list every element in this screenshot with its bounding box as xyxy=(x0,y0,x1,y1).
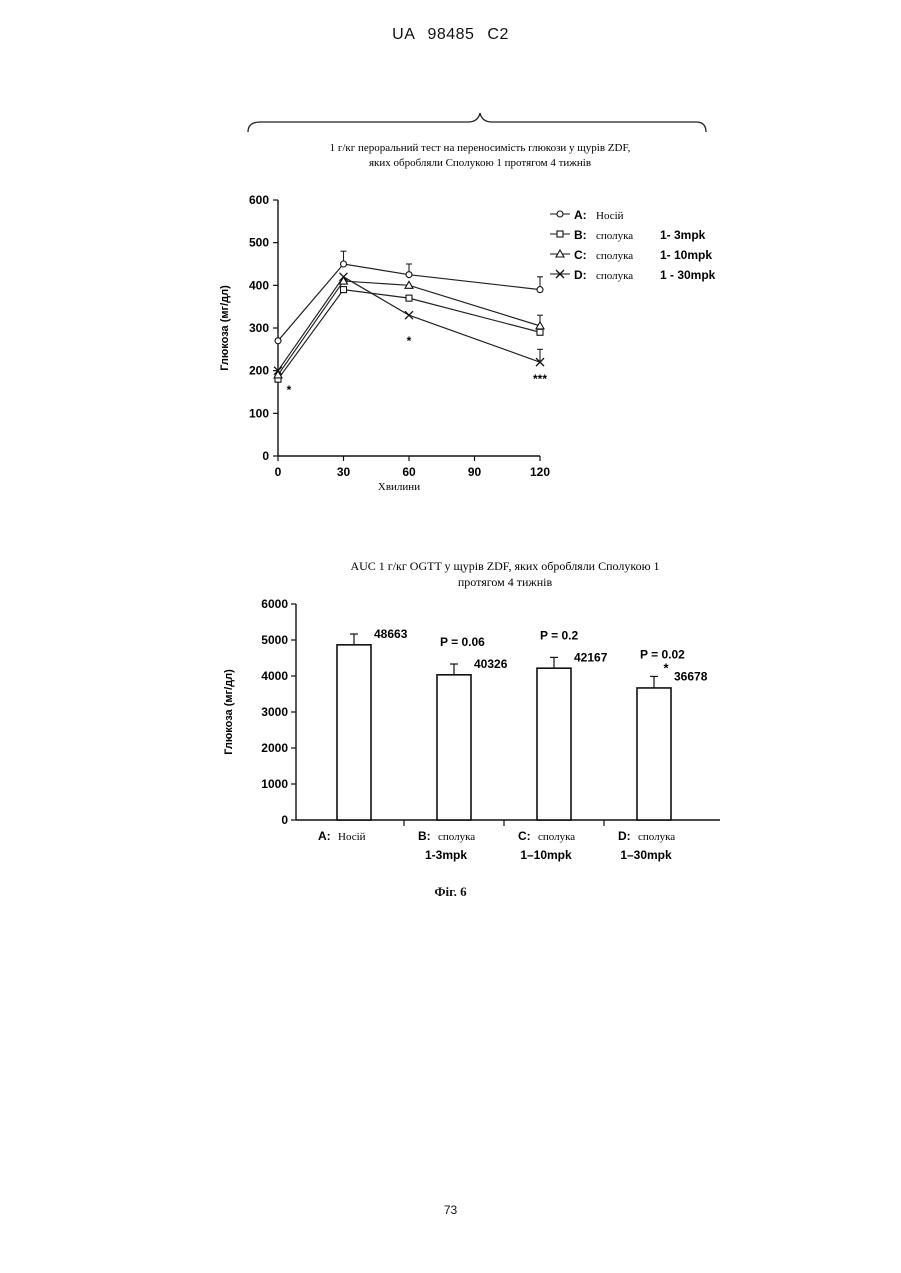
chart-title: AUC 1 г/кг OGTT у щурів ZDF, яких обробл… xyxy=(350,559,659,573)
bar-group: 36678 P = 0.02* D: сполука 1–30mpk xyxy=(618,647,708,862)
category-letter: A: xyxy=(318,829,331,843)
figure-label: Фіг. 6 xyxy=(0,884,901,900)
y-tick-label: 0 xyxy=(262,449,269,463)
legend-letter: D: xyxy=(574,268,587,282)
y-tick-label: 4000 xyxy=(261,669,288,683)
data-label: 40326 xyxy=(474,657,508,671)
p-value-label: P = 0.06 xyxy=(440,635,485,649)
legend-item: C: сполука 1- 10mpk xyxy=(550,248,712,262)
significance-mark: * xyxy=(407,334,412,348)
category-letter: C: xyxy=(518,829,531,843)
category-label: сполука xyxy=(438,831,475,843)
y-tick-label: 200 xyxy=(249,364,269,378)
data-label: 36678 xyxy=(674,669,708,683)
significance-mark: *** xyxy=(533,372,547,386)
bar xyxy=(637,688,671,820)
series-c xyxy=(274,277,544,378)
legend-dose: 1- 10mpk xyxy=(660,248,712,262)
category-label: сполука xyxy=(538,831,575,843)
legend-dose: 1 - 30mpk xyxy=(660,268,716,282)
significance-mark: * xyxy=(287,383,292,397)
legend-item: A: Носій xyxy=(550,208,624,222)
y-axis-label: Глюкоза (мг/дл) xyxy=(219,285,231,371)
marker-square xyxy=(406,295,412,301)
page-number: 73 xyxy=(0,1203,901,1217)
y-tick-label: 500 xyxy=(249,236,269,250)
y-tick-label: 100 xyxy=(249,406,269,420)
legend-text: сполука xyxy=(596,250,633,262)
marker-circle xyxy=(341,261,347,267)
title-brace xyxy=(248,113,706,132)
legend-item: D: сполука 1 - 30mpk xyxy=(550,268,716,282)
y-tick-label: 6000 xyxy=(261,597,288,611)
series-line xyxy=(278,277,540,371)
legend-letter: A: xyxy=(574,208,587,222)
bar-group: 42167 P = 0.2 C: сполука 1–10mpk xyxy=(518,628,608,862)
bar-group: 40326 P = 0.06 B: сполука 1-3mpk xyxy=(418,635,508,862)
marker-circle xyxy=(275,338,281,344)
legend-letter: B: xyxy=(574,228,587,242)
y-tick-label: 300 xyxy=(249,321,269,335)
marker-square xyxy=(341,287,347,293)
chart-title: 1 г/кг пероральний тест на переносимість… xyxy=(330,142,631,154)
marker-circle xyxy=(537,287,543,293)
x-tick-label: 60 xyxy=(402,465,416,479)
line-chart: 1 г/кг пероральний тест на переносимість… xyxy=(200,110,740,510)
x-tick-label: 90 xyxy=(468,465,482,479)
bar xyxy=(437,675,471,820)
chart-subtitle: протягом 4 тижнів xyxy=(458,575,553,589)
x-axis-label: Хвилини xyxy=(378,481,420,493)
legend-text: сполука xyxy=(596,230,633,242)
category-label: Носій xyxy=(338,831,366,843)
y-tick-label: 600 xyxy=(249,193,269,207)
p-value-label: P = 0.2 xyxy=(540,628,578,642)
y-tick-label: 0 xyxy=(281,813,288,827)
marker-square xyxy=(537,329,543,335)
p-value-label: P = 0.02 xyxy=(640,647,685,661)
bar xyxy=(337,645,371,820)
y-tick-label: 2000 xyxy=(261,741,288,755)
y-tick-label: 400 xyxy=(249,278,269,292)
category-letter: B: xyxy=(418,829,431,843)
legend-text: Носій xyxy=(596,210,624,222)
x-tick-label: 120 xyxy=(530,465,550,479)
marker-x xyxy=(405,311,413,319)
document-id: UA 98485 C2 xyxy=(0,26,901,44)
data-label: 48663 xyxy=(374,627,408,641)
x-tick-label: 30 xyxy=(337,465,351,479)
y-axis-label: Глюкоза (мг/дл) xyxy=(223,669,235,755)
significance-mark: * xyxy=(663,660,669,675)
category-dose: 1–30mpk xyxy=(620,848,672,862)
category-dose: 1–10mpk xyxy=(520,848,572,862)
y-tick-label: 3000 xyxy=(261,705,288,719)
category-letter: D: xyxy=(618,829,631,843)
legend-text: сполука xyxy=(596,270,633,282)
y-tick-label: 5000 xyxy=(261,633,288,647)
marker-circle xyxy=(557,211,563,217)
legend-letter: C: xyxy=(574,248,587,262)
bar xyxy=(537,668,571,820)
chart-subtitle: яких обробляли Сполукою 1 протягом 4 тиж… xyxy=(369,157,591,169)
y-tick-label: 1000 xyxy=(261,777,288,791)
category-label: сполука xyxy=(638,831,675,843)
marker-circle xyxy=(406,272,412,278)
legend-item: B: сполука 1- 3mpk xyxy=(550,228,706,242)
data-label: 42167 xyxy=(574,650,608,664)
bar-chart: AUC 1 г/кг OGTT у щурів ZDF, яких обробл… xyxy=(200,550,740,870)
bar-group: 48663 A: Носій xyxy=(318,627,408,843)
marker-square xyxy=(557,231,563,237)
legend-dose: 1- 3mpk xyxy=(660,228,706,242)
x-tick-label: 0 xyxy=(275,465,282,479)
category-dose: 1-3mpk xyxy=(425,848,467,862)
